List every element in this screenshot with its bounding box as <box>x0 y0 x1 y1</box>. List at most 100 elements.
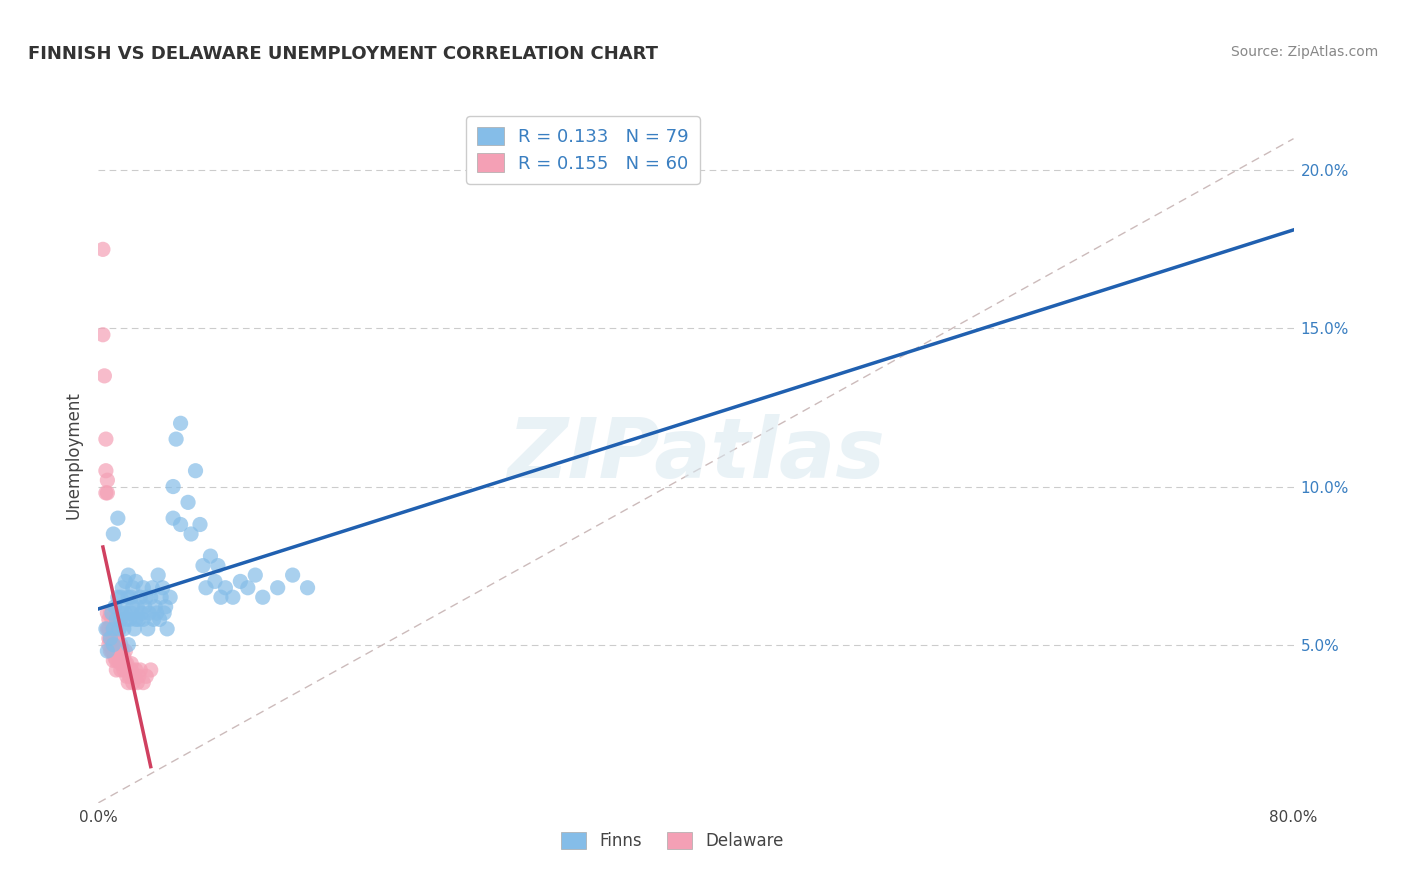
Point <box>108 622 131 636</box>
Point <box>200 549 222 563</box>
Point <box>214 581 236 595</box>
Point <box>91 243 114 257</box>
Point <box>207 558 229 573</box>
Point <box>96 486 118 500</box>
Point <box>138 606 160 620</box>
Point <box>97 638 120 652</box>
Point <box>94 622 117 636</box>
Legend: Finns, Delaware: Finns, Delaware <box>554 826 790 857</box>
Point <box>149 612 172 626</box>
Point <box>117 675 139 690</box>
Point <box>121 599 143 614</box>
Point <box>93 368 115 383</box>
Point <box>96 622 118 636</box>
Point <box>110 663 132 677</box>
Point <box>112 663 135 677</box>
Point <box>114 644 136 658</box>
Point <box>110 638 132 652</box>
Point <box>111 599 134 614</box>
Point <box>94 432 117 446</box>
Point <box>127 599 149 614</box>
Point <box>101 606 124 620</box>
Point <box>180 527 202 541</box>
Point <box>195 581 218 595</box>
Point <box>245 568 267 582</box>
Point <box>209 591 232 605</box>
Point <box>132 581 155 595</box>
Point <box>107 511 129 525</box>
Point <box>112 650 135 665</box>
Point <box>124 669 146 683</box>
Point <box>156 622 179 636</box>
Point <box>114 606 136 620</box>
Point <box>169 417 191 431</box>
Point <box>153 606 176 620</box>
Point <box>104 650 127 665</box>
Point <box>112 622 135 636</box>
Point <box>281 568 304 582</box>
Point <box>115 657 138 671</box>
Point <box>162 479 184 493</box>
Point <box>110 612 132 626</box>
Point <box>132 612 155 626</box>
Text: FINNISH VS DELAWARE UNEMPLOYMENT CORRELATION CHART: FINNISH VS DELAWARE UNEMPLOYMENT CORRELA… <box>28 45 658 62</box>
Point <box>115 612 138 626</box>
Point <box>103 653 125 667</box>
Point <box>165 432 187 446</box>
Point <box>98 606 122 620</box>
Point <box>98 632 122 646</box>
Point <box>103 527 125 541</box>
Point <box>131 606 153 620</box>
Point <box>110 606 132 620</box>
Point <box>124 622 146 636</box>
Point <box>107 591 129 605</box>
Point <box>222 591 245 605</box>
Point <box>103 644 125 658</box>
Point <box>110 591 132 605</box>
Point <box>108 644 131 658</box>
Text: ZIPatlas: ZIPatlas <box>508 415 884 495</box>
Point <box>105 653 128 667</box>
Point <box>139 591 162 605</box>
Point <box>97 622 120 636</box>
Point <box>101 622 124 636</box>
Point <box>118 669 141 683</box>
Point <box>120 606 142 620</box>
Point <box>105 663 128 677</box>
Point <box>128 612 150 626</box>
Point <box>107 644 129 658</box>
Point <box>96 473 118 487</box>
Point <box>94 464 117 478</box>
Point <box>117 591 139 605</box>
Point <box>105 612 128 626</box>
Point <box>177 495 200 509</box>
Point <box>111 581 134 595</box>
Point <box>103 622 125 636</box>
Point <box>114 657 136 671</box>
Point <box>104 599 127 614</box>
Point <box>125 612 148 626</box>
Point <box>204 574 226 589</box>
Point <box>120 663 142 677</box>
Point <box>252 591 274 605</box>
Point <box>159 591 181 605</box>
Point <box>110 657 132 671</box>
Point <box>134 599 156 614</box>
Point <box>184 464 207 478</box>
Point <box>135 591 157 605</box>
Point <box>129 591 152 605</box>
Point <box>94 486 117 500</box>
Point <box>98 644 122 658</box>
Point <box>129 663 152 677</box>
Point <box>104 644 127 658</box>
Point <box>103 638 125 652</box>
Point <box>121 675 143 690</box>
Point <box>125 663 148 677</box>
Point <box>125 574 148 589</box>
Point <box>105 622 128 636</box>
Point <box>117 638 139 652</box>
Point <box>128 669 150 683</box>
Point <box>136 622 159 636</box>
Point <box>152 581 174 595</box>
Point <box>117 663 139 677</box>
